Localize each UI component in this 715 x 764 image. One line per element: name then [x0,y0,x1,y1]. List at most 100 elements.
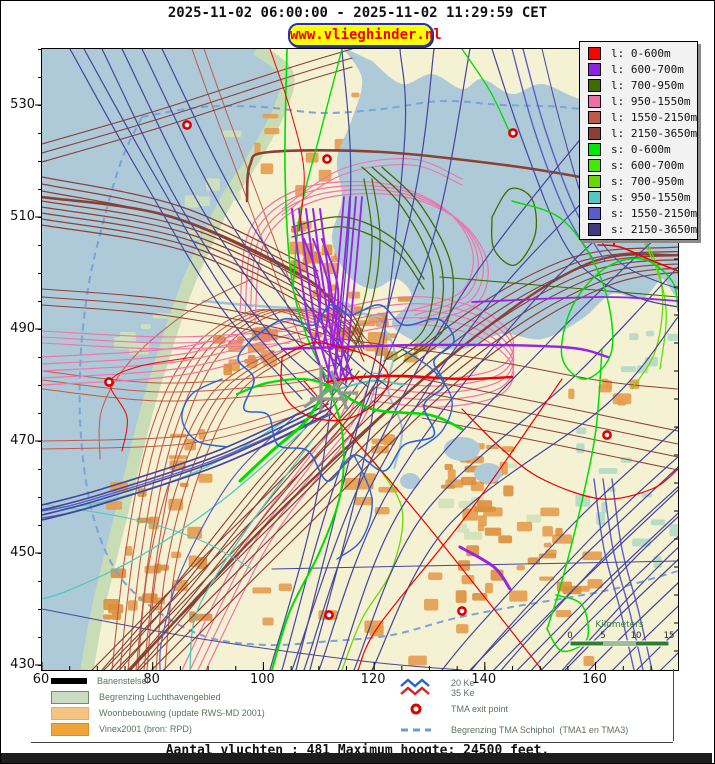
legend-swatch [588,174,601,188]
urban-patch [601,378,609,388]
urban-patch [568,388,575,400]
tma-exit-point-marker [508,128,518,138]
flight-track [381,166,455,362]
urban-patch [351,92,360,98]
flight-track [103,250,678,670]
flight-track [458,545,512,591]
waterway [201,299,383,319]
contour-legend-item: 20 Ke 35 Ke [399,677,628,698]
altitude-legend: l: 0-600m l: 600-700m l: 700-950m l: 950-15… [579,41,698,240]
flight-track [205,390,375,670]
polder-patch [632,538,651,547]
urban-patch [539,576,555,581]
legend-swatch [588,62,601,76]
flight-track [280,342,390,422]
urban-patch [456,624,469,634]
flight-track [511,49,595,262]
x-axis-label: 100 [249,672,275,687]
map-feature-legend-item: Woonbebouwing (update RWS-MD 2001) [51,705,265,721]
urban-patch [484,527,502,536]
urban-patch [516,565,525,571]
map-feature-legend-label: Begrenzing Luchthavengebied [99,692,221,702]
urban-patch [262,113,279,119]
polder-patch [620,366,637,373]
flight-track [280,343,610,359]
map-plot[interactable]: Kilometers 0 5 10 15 [35,48,679,671]
lake [444,437,480,461]
legend-item: s: 700-950m [580,173,697,189]
flight-track [516,512,678,670]
urban-patch [103,614,113,620]
x-axis-label: 160 [582,672,607,687]
contour-legend-label: 35 Ke [451,687,475,698]
legend-swatch [588,190,601,204]
urban-patch [477,515,487,527]
y-axis-label: 530 [10,97,35,112]
forest-patch [458,501,475,508]
flight-track [159,413,298,670]
scalebar-title: Kilometers [595,620,643,630]
legend-label: s: 0-600m [611,142,671,156]
legend-label: l: 600-700m [611,62,684,76]
area-swatch [51,722,89,736]
urban-patch [198,429,206,440]
urban-patch [252,587,272,594]
flight-track [42,428,306,600]
flight-track [269,49,352,670]
flight-track [461,49,511,134]
x-axis-label: 80 [143,672,160,687]
forest-patch [463,531,483,540]
runway [329,370,349,410]
forest-patch [230,192,241,201]
forest-patch [199,196,211,206]
urban-patch [428,572,443,581]
flight-track [281,164,463,216]
scalebar: Kilometers 0 5 10 15 [567,620,674,647]
flight-track [238,383,330,483]
flight-track [546,348,603,630]
polder-patch [576,443,585,454]
x-axis-label: 140 [471,672,497,687]
legend-item: s: 2150-3650m [580,221,697,237]
flight-track [42,176,319,272]
urban-patch [125,546,133,556]
flight-track [327,196,345,384]
legend-item: l: 600-700m [580,61,697,77]
map-feature-legend-label: Woonbebouwing (update RWS-MD 2001) [99,708,265,718]
flight-track [239,180,474,312]
flight-track [42,364,335,384]
vlieghinder-badge-link[interactable]: www.vlieghinder.nl [288,23,442,47]
urban-patch [260,163,274,175]
urban-patch [477,500,493,512]
flight-track [42,413,329,521]
urban-patch [171,551,182,559]
y-axis-label: 490 [10,321,35,336]
urban-patch [160,564,170,571]
flight-track [83,49,317,400]
flight-track [421,391,678,445]
polder-patch [596,511,606,525]
flight-track [42,200,365,338]
urban-patch [447,469,456,483]
polder-patch [598,468,618,474]
tma-boundary-icon [401,728,431,731]
polder-patch [667,333,678,341]
urban-patch [444,463,453,471]
forest-patch [140,324,151,329]
flight-track [339,178,381,380]
urban-patch [390,333,397,339]
urban-patch [582,551,603,561]
y-axis-label: 470 [10,433,35,448]
tma-boundary [141,99,678,124]
polder-patch [576,427,587,435]
flight-track [189,440,313,670]
urban-patch [617,398,626,406]
flight-track [42,57,353,154]
urban-patch [542,526,553,537]
flight-track [345,196,363,384]
footer-divider [31,742,673,743]
urban-patch [540,507,560,517]
legend-label: s: 2150-3650m [611,222,698,236]
urban-patch [223,363,233,376]
legend-item: s: 0-600m [580,141,697,157]
